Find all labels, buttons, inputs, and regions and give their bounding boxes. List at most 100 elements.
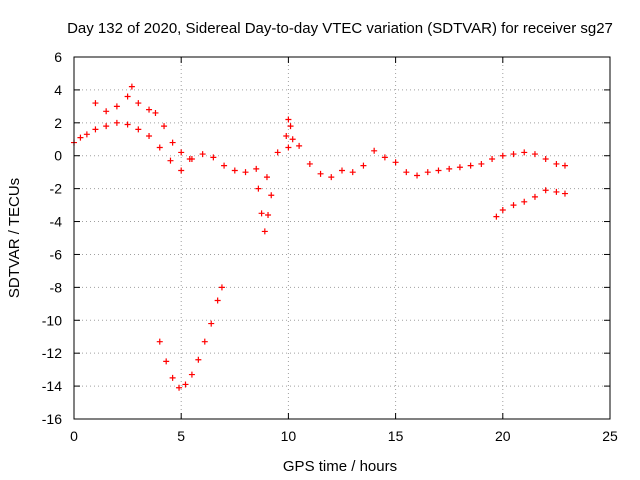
data-point — [83, 131, 90, 138]
data-point — [499, 152, 506, 159]
data-point — [135, 100, 142, 107]
series-low-arc — [156, 284, 225, 391]
data-points — [71, 83, 568, 391]
data-point — [499, 207, 506, 214]
data-point — [521, 198, 528, 205]
data-point — [113, 119, 120, 126]
data-point — [169, 374, 176, 381]
chart-title: Day 132 of 2020, Sidereal Day-to-day VTE… — [67, 20, 613, 37]
y-tick-label: 2 — [54, 115, 62, 131]
data-point — [424, 169, 431, 176]
data-point — [156, 144, 163, 151]
data-point — [182, 381, 189, 388]
x-tick-labels: 0 5 10 15 20 25 — [70, 428, 618, 444]
y-tick-label: -2 — [50, 181, 63, 197]
data-point — [169, 139, 176, 146]
data-point — [542, 187, 549, 194]
y-tick-label: -16 — [42, 411, 62, 427]
series-late-segment — [493, 187, 568, 220]
x-tick-label: 0 — [70, 428, 78, 444]
data-point — [283, 132, 290, 139]
data-point — [92, 100, 99, 107]
data-point — [201, 338, 208, 345]
data-point — [124, 121, 131, 128]
data-point — [289, 136, 296, 143]
data-point — [317, 170, 324, 177]
data-point — [371, 147, 378, 154]
data-point — [242, 169, 249, 176]
data-point — [561, 162, 568, 169]
data-point — [163, 358, 170, 365]
data-point — [296, 142, 303, 149]
data-point — [542, 156, 549, 163]
plot-frame — [73, 56, 611, 420]
data-point — [510, 202, 517, 209]
data-point — [261, 228, 268, 235]
y-tick-label: -14 — [42, 378, 62, 394]
data-point — [414, 172, 421, 179]
series-main-track — [71, 119, 568, 181]
series-upper-excursion — [92, 83, 193, 163]
grid-lines — [74, 57, 610, 419]
data-point — [265, 211, 272, 218]
data-point — [287, 123, 294, 130]
data-point — [268, 192, 275, 199]
data-point — [178, 167, 185, 174]
data-point — [178, 149, 185, 156]
data-point — [456, 164, 463, 171]
data-point — [360, 162, 367, 169]
data-point — [218, 284, 225, 291]
y-tick-label: -4 — [50, 214, 63, 230]
data-point — [195, 356, 202, 363]
data-point — [167, 157, 174, 164]
series-spike-near-10h — [283, 116, 296, 143]
data-point — [146, 132, 153, 139]
data-point — [531, 193, 538, 200]
data-point — [435, 167, 442, 174]
data-point — [258, 210, 265, 217]
data-point — [328, 174, 335, 181]
data-point — [103, 108, 110, 115]
y-tick-label: -12 — [42, 345, 62, 361]
x-tick-label: 10 — [281, 428, 297, 444]
data-point — [176, 384, 183, 391]
data-point — [553, 188, 560, 195]
data-point — [208, 320, 215, 327]
data-point — [510, 151, 517, 158]
data-point — [128, 83, 135, 90]
data-point — [561, 190, 568, 197]
data-point — [531, 151, 538, 158]
data-point — [253, 165, 260, 172]
data-point — [103, 123, 110, 130]
data-point — [92, 126, 99, 133]
data-point — [349, 169, 356, 176]
y-axis-title: SDTVAR / TECUs — [6, 178, 23, 298]
data-point — [152, 109, 159, 116]
data-point — [231, 167, 238, 174]
x-tick-label: 5 — [177, 428, 185, 444]
data-point — [210, 154, 217, 161]
data-point — [274, 149, 281, 156]
data-point — [77, 134, 84, 141]
data-point — [161, 123, 168, 130]
x-tick-label: 15 — [388, 428, 404, 444]
data-point — [285, 116, 292, 123]
y-tick-label: 6 — [54, 49, 62, 65]
data-point — [188, 371, 195, 378]
data-point — [381, 154, 388, 161]
data-point — [339, 167, 345, 174]
data-point — [403, 169, 410, 176]
data-point — [221, 162, 228, 169]
y-tick-label: -6 — [50, 246, 63, 262]
y-tick-label: 4 — [54, 82, 62, 98]
data-point — [186, 156, 193, 163]
y-tick-labels: -16 -14 -12 -10 -8 -6 -4 -2 0 2 4 6 — [42, 49, 62, 427]
data-point — [493, 213, 500, 220]
data-point — [478, 160, 485, 167]
data-point — [113, 103, 120, 110]
data-point — [553, 160, 560, 167]
y-tick-label: 0 — [54, 148, 62, 164]
data-point — [306, 160, 313, 167]
data-point — [146, 106, 153, 113]
